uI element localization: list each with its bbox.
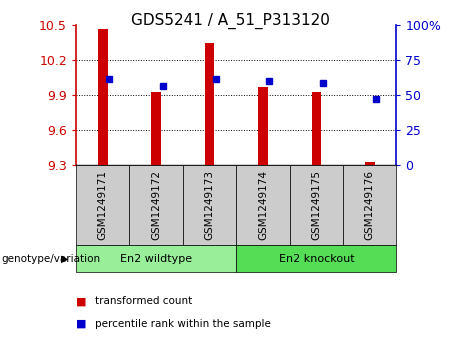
Bar xyxy=(151,92,161,165)
Text: GSM1249171: GSM1249171 xyxy=(98,170,108,240)
Text: genotype/variation: genotype/variation xyxy=(1,254,100,264)
Text: transformed count: transformed count xyxy=(95,296,192,306)
Text: ■: ■ xyxy=(76,296,87,306)
Bar xyxy=(365,162,375,165)
Text: GSM1249173: GSM1249173 xyxy=(205,170,214,240)
Text: GSM1249172: GSM1249172 xyxy=(151,170,161,240)
Text: En2 wildtype: En2 wildtype xyxy=(120,254,192,264)
Text: ■: ■ xyxy=(76,319,87,329)
Bar xyxy=(258,87,268,165)
Text: GSM1249176: GSM1249176 xyxy=(365,170,375,240)
Text: ▶: ▶ xyxy=(61,254,68,264)
Text: GSM1249174: GSM1249174 xyxy=(258,170,268,240)
Bar xyxy=(98,29,107,165)
Text: GDS5241 / A_51_P313120: GDS5241 / A_51_P313120 xyxy=(131,13,330,29)
Bar xyxy=(312,92,321,165)
Bar xyxy=(205,43,214,165)
Text: GSM1249175: GSM1249175 xyxy=(311,170,321,240)
Text: percentile rank within the sample: percentile rank within the sample xyxy=(95,319,271,329)
Text: En2 knockout: En2 knockout xyxy=(278,254,354,264)
